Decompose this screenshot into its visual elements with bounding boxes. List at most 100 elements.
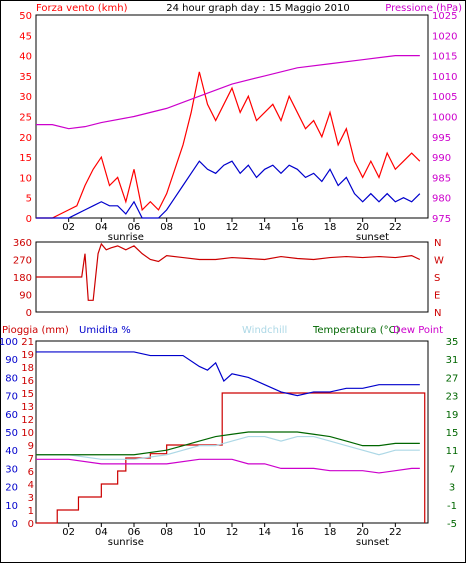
wind-ytick-label: 0 [26, 214, 32, 225]
wind-ytick-label: 45 [19, 31, 32, 42]
direction-compass-label: W [434, 256, 444, 267]
legend-humidity: Umidita % [79, 325, 131, 336]
environment-xtick-label: 06 [128, 527, 141, 538]
pressure-ytick-label: 975 [432, 214, 451, 225]
wind-direction-line [36, 242, 421, 301]
wind-ytick-label: 5 [26, 194, 32, 205]
temperature-line [36, 431, 420, 456]
pressure-ytick-label: 990 [432, 153, 451, 164]
direction-compass-label: N [434, 238, 441, 249]
rain-ytick-label: 10 [21, 428, 34, 439]
wind-speed-xtick-label: 12 [226, 222, 239, 233]
wind-speed-xtick-label: 08 [160, 222, 173, 233]
rain-ytick-label: 21 [21, 337, 34, 348]
humidity-ytick-label: 0 [12, 519, 18, 530]
direction-compass-label: S [434, 273, 440, 284]
environment-xtick-label: 22 [389, 527, 402, 538]
humidity-ytick-label: 60 [5, 410, 18, 421]
humidity-ytick-label: 40 [5, 446, 18, 457]
pressure-ytick-label: 1005 [432, 92, 457, 103]
direction-compass-label: E [434, 291, 440, 302]
wind-axis-label: Forza vento (kmh) [36, 3, 128, 14]
humidity-ytick-label: 80 [5, 373, 18, 384]
environment-xtick-label: 20 [356, 527, 369, 538]
humidity-ytick-label: 20 [5, 483, 18, 494]
wind-speed-xtick-label: 04 [95, 222, 108, 233]
temperature-ytick-label: 23 [446, 392, 459, 403]
wind-ytick-label: 50 [19, 11, 32, 22]
legend-temperature: Temperatura (°C) [312, 325, 400, 336]
temperature-ytick-label: 11 [446, 446, 459, 457]
temperature-ytick-label: 27 [446, 373, 459, 384]
temperature-ytick-label: 3 [449, 483, 455, 494]
wind-speed-event-sunset: sunset [356, 232, 389, 243]
wind-ytick-label: 25 [19, 113, 32, 124]
wind-ytick-label: 10 [19, 173, 32, 184]
rain-ytick-label: 19 [21, 350, 34, 361]
legend-dew-point: Dew Point [393, 325, 443, 336]
dew-point-line [36, 458, 420, 474]
humidity-ytick-label: 70 [5, 392, 18, 403]
temperature-ytick-label: -5 [447, 519, 457, 530]
rain-ytick-label: 16 [21, 376, 34, 387]
direction-ytick-label: 90 [19, 291, 32, 302]
pressure-ytick-label: 1025 [432, 11, 457, 22]
rain-ytick-label: 1 [28, 506, 34, 517]
pressure-ytick-label: 1010 [432, 72, 457, 83]
rain-ytick-label: 9 [28, 441, 34, 452]
environment-xtick-label: 10 [193, 527, 206, 538]
wind-speed-xtick-label: 14 [258, 222, 271, 233]
environment-xtick-label: 04 [95, 527, 108, 538]
temperature-ytick-label: 19 [446, 410, 459, 421]
environment-xtick-label: 18 [324, 527, 337, 538]
wind-average-line [36, 160, 421, 219]
pressure-line [36, 54, 420, 130]
wind-ytick-label: 20 [19, 133, 32, 144]
wind-ytick-label: 15 [19, 153, 32, 164]
humidity-line [36, 351, 420, 397]
wind-speed-xtick-label: 18 [324, 222, 337, 233]
environment-xtick-label: 14 [258, 527, 271, 538]
wind-speed-xtick-label: 02 [62, 222, 75, 233]
rain-ytick-label: 4 [28, 480, 34, 491]
environment-event-sunset: sunset [356, 537, 389, 548]
legend-rain: Pioggia (mm) [2, 325, 69, 336]
rain-ytick-label: 12 [21, 415, 34, 426]
wind-speed-xtick-label: 22 [389, 222, 402, 233]
environment-xtick-label: 16 [291, 527, 304, 538]
rain-line [36, 392, 426, 524]
rain-ytick-label: 0 [28, 519, 34, 530]
temperature-ytick-label: 31 [446, 355, 459, 366]
wind-speed-xtick-label: 10 [193, 222, 206, 233]
pressure-ytick-label: 1015 [432, 52, 457, 63]
environment-xtick-label: 02 [62, 527, 75, 538]
rain-ytick-label: 6 [28, 467, 34, 478]
humidity-ytick-label: 100 [0, 337, 18, 348]
pressure-ytick-label: 985 [432, 173, 451, 184]
wind-speed-xtick-label: 16 [291, 222, 304, 233]
windchill-line [36, 435, 420, 460]
environment-event-sunrise: sunrise [108, 537, 144, 548]
wind-ytick-label: 30 [19, 92, 32, 103]
temperature-ytick-label: 35 [446, 337, 459, 348]
direction-compass-label: N [434, 308, 441, 319]
wind-speed-xtick-label: 20 [356, 222, 369, 233]
wind-gust-line [36, 71, 421, 219]
legend-windchill: Windchill [242, 325, 287, 336]
environment-xtick-label: 08 [160, 527, 173, 538]
humidity-ytick-label: 50 [5, 428, 18, 439]
direction-ytick-label: 180 [13, 273, 32, 284]
rain-ytick-label: 15 [21, 389, 34, 400]
rain-ytick-label: 7 [28, 454, 34, 465]
pressure-ytick-label: 1000 [432, 113, 457, 124]
environment-xtick-label: 12 [226, 527, 239, 538]
wind-ytick-label: 40 [19, 52, 32, 63]
pressure-axis-label: Pressione (hPa) [385, 3, 462, 14]
temperature-ytick-label: 15 [446, 428, 459, 439]
direction-ytick-label: 270 [13, 256, 32, 267]
rain-ytick-label: 3 [28, 493, 34, 504]
humidity-ytick-label: 90 [5, 355, 18, 366]
wind-speed-xtick-label: 06 [128, 222, 141, 233]
